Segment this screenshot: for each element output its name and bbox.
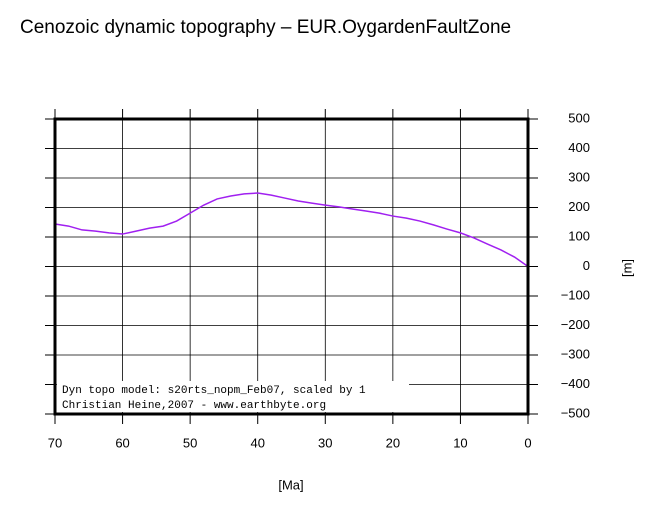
x-tick-label: 0 [524, 435, 531, 450]
x-tick-label: 20 [386, 435, 400, 450]
y-tick-label: −300 [561, 346, 590, 361]
y-tick-label: −100 [561, 287, 590, 302]
plot-frame [53, 117, 530, 416]
x-tick-label: 50 [183, 435, 197, 450]
y-tick-label: 100 [568, 228, 590, 243]
y-tick-label: 500 [568, 110, 590, 125]
y-tick-label: −200 [561, 317, 590, 332]
chart-title: Cenozoic dynamic topography – EUR.Oygard… [20, 17, 511, 38]
y-tick-label: 300 [568, 169, 590, 184]
y-tick-label: 200 [568, 199, 590, 214]
x-tick-label: 10 [453, 435, 467, 450]
x-tick-label: 40 [250, 435, 264, 450]
annotation-box [57, 381, 409, 412]
annotation: Dyn topo model: s20rts_nopm_Feb07, scale… [62, 385, 366, 397]
annotation: Christian Heine,2007 - www.earthbyte.org [62, 400, 326, 412]
y-tick-label: 0 [583, 258, 590, 273]
x-tick-label: 30 [318, 435, 332, 450]
y-tick-label: 400 [568, 140, 590, 155]
y-tick-label: −400 [561, 376, 590, 391]
y-tick-label: −500 [561, 405, 590, 420]
data-line [54, 192, 529, 268]
y-axis-label: [m] [619, 259, 634, 277]
x-tick-label: 60 [115, 435, 129, 450]
x-axis-label: [Ma] [278, 477, 303, 492]
x-tick-label: 70 [48, 435, 62, 450]
